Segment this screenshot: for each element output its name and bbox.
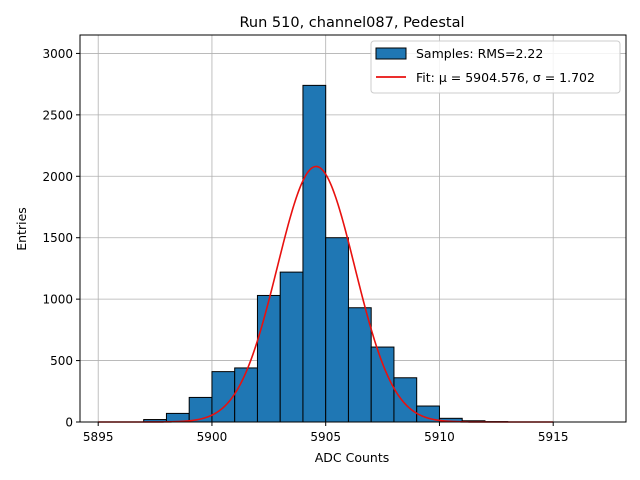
y-tick-label: 0	[65, 416, 73, 430]
x-tick-label: 5915	[538, 430, 569, 444]
y-tick-label: 1500	[42, 231, 73, 245]
y-tick-label: 1000	[42, 293, 73, 307]
x-tick-label: 5910	[424, 430, 455, 444]
histogram-bar	[279, 271, 304, 423]
histogram-bar	[347, 307, 372, 423]
histogram-bars	[143, 84, 509, 423]
histogram-bar	[256, 294, 281, 423]
legend-swatch-samples	[375, 47, 407, 60]
y-tick-label: 2000	[42, 170, 73, 184]
x-tick-label: 5905	[310, 430, 341, 444]
x-tick-label: 5895	[83, 430, 114, 444]
x-axis: 5895 5900 5905 5910 5915	[83, 422, 569, 444]
histogram-bar	[370, 346, 395, 423]
histogram-bar	[234, 367, 258, 423]
y-tick-label: 500	[50, 354, 73, 368]
x-tick-label: 5900	[197, 430, 228, 444]
histogram-bar	[302, 84, 327, 423]
y-tick-label: 2500	[42, 108, 73, 122]
y-axis: 0 500 1000 1500 2000 2500 3000	[42, 47, 80, 430]
plot-frame	[79, 34, 627, 423]
legend-label-fit: Fit: μ = 5904.576, σ = 1.702	[416, 70, 595, 85]
y-axis-label: Entries	[14, 207, 29, 251]
chart-title: Run 510, channel087, Pedestal	[239, 15, 464, 31]
legend-label-samples: Samples: RMS=2.22	[416, 46, 543, 61]
histogram-bar	[325, 237, 349, 423]
histogram-bar	[211, 371, 236, 423]
x-axis-label: ADC Counts	[315, 450, 390, 465]
histogram-bar	[393, 377, 418, 423]
legend-box	[370, 40, 621, 94]
legend: Samples: RMS=2.22 Fit: μ = 5904.576, σ =…	[370, 40, 621, 94]
y-tick-label: 3000	[42, 47, 73, 61]
